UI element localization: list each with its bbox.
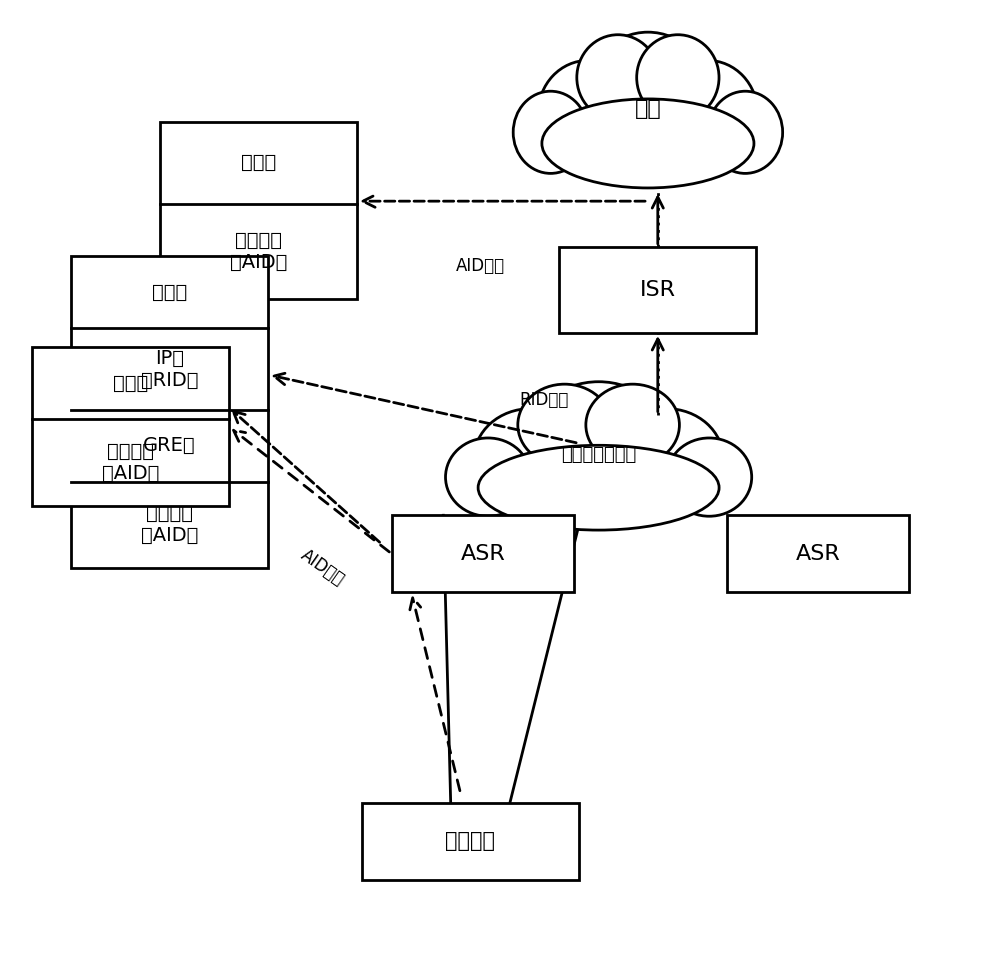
Ellipse shape (446, 438, 531, 517)
Text: IP头
（RID）: IP头 （RID） (141, 348, 198, 389)
Text: 公网: 公网 (635, 99, 661, 120)
Bar (32, 347, 229, 506)
Text: 数据报文
（AID）: 数据报文 （AID） (141, 504, 198, 545)
Ellipse shape (610, 409, 723, 510)
Ellipse shape (658, 60, 758, 166)
Text: 移动终端: 移动终端 (445, 831, 495, 851)
Ellipse shape (577, 35, 659, 121)
Text: 标识网内部网络: 标识网内部网络 (561, 446, 636, 464)
Text: 数据报文
（AID）: 数据报文 （AID） (102, 442, 159, 483)
Text: ISR: ISR (640, 280, 676, 300)
Ellipse shape (538, 60, 638, 166)
Ellipse shape (474, 409, 587, 510)
Bar (362, 803, 579, 880)
Text: ASR: ASR (796, 544, 840, 563)
Bar (559, 247, 756, 333)
Ellipse shape (637, 35, 719, 121)
Bar (71, 256, 268, 568)
Ellipse shape (708, 91, 783, 173)
Text: AID报文: AID报文 (297, 547, 348, 590)
Text: AID报文: AID报文 (456, 258, 505, 275)
Ellipse shape (586, 384, 679, 466)
Ellipse shape (586, 32, 710, 161)
Text: RID封装: RID封装 (520, 391, 569, 410)
Ellipse shape (542, 99, 754, 188)
Text: 二层头: 二层头 (113, 374, 148, 393)
Bar (392, 516, 574, 592)
Bar (160, 122, 357, 300)
Text: GRE头: GRE头 (143, 436, 196, 455)
Text: ASR: ASR (460, 544, 505, 563)
Text: 数据报文
（AID）: 数据报文 （AID） (230, 231, 287, 272)
Ellipse shape (518, 384, 611, 466)
Bar (727, 516, 909, 592)
Text: 二层头: 二层头 (152, 283, 187, 302)
Ellipse shape (478, 446, 719, 530)
Ellipse shape (513, 91, 588, 173)
Ellipse shape (667, 438, 752, 517)
Text: 二层头: 二层头 (241, 154, 276, 172)
Ellipse shape (528, 381, 669, 504)
